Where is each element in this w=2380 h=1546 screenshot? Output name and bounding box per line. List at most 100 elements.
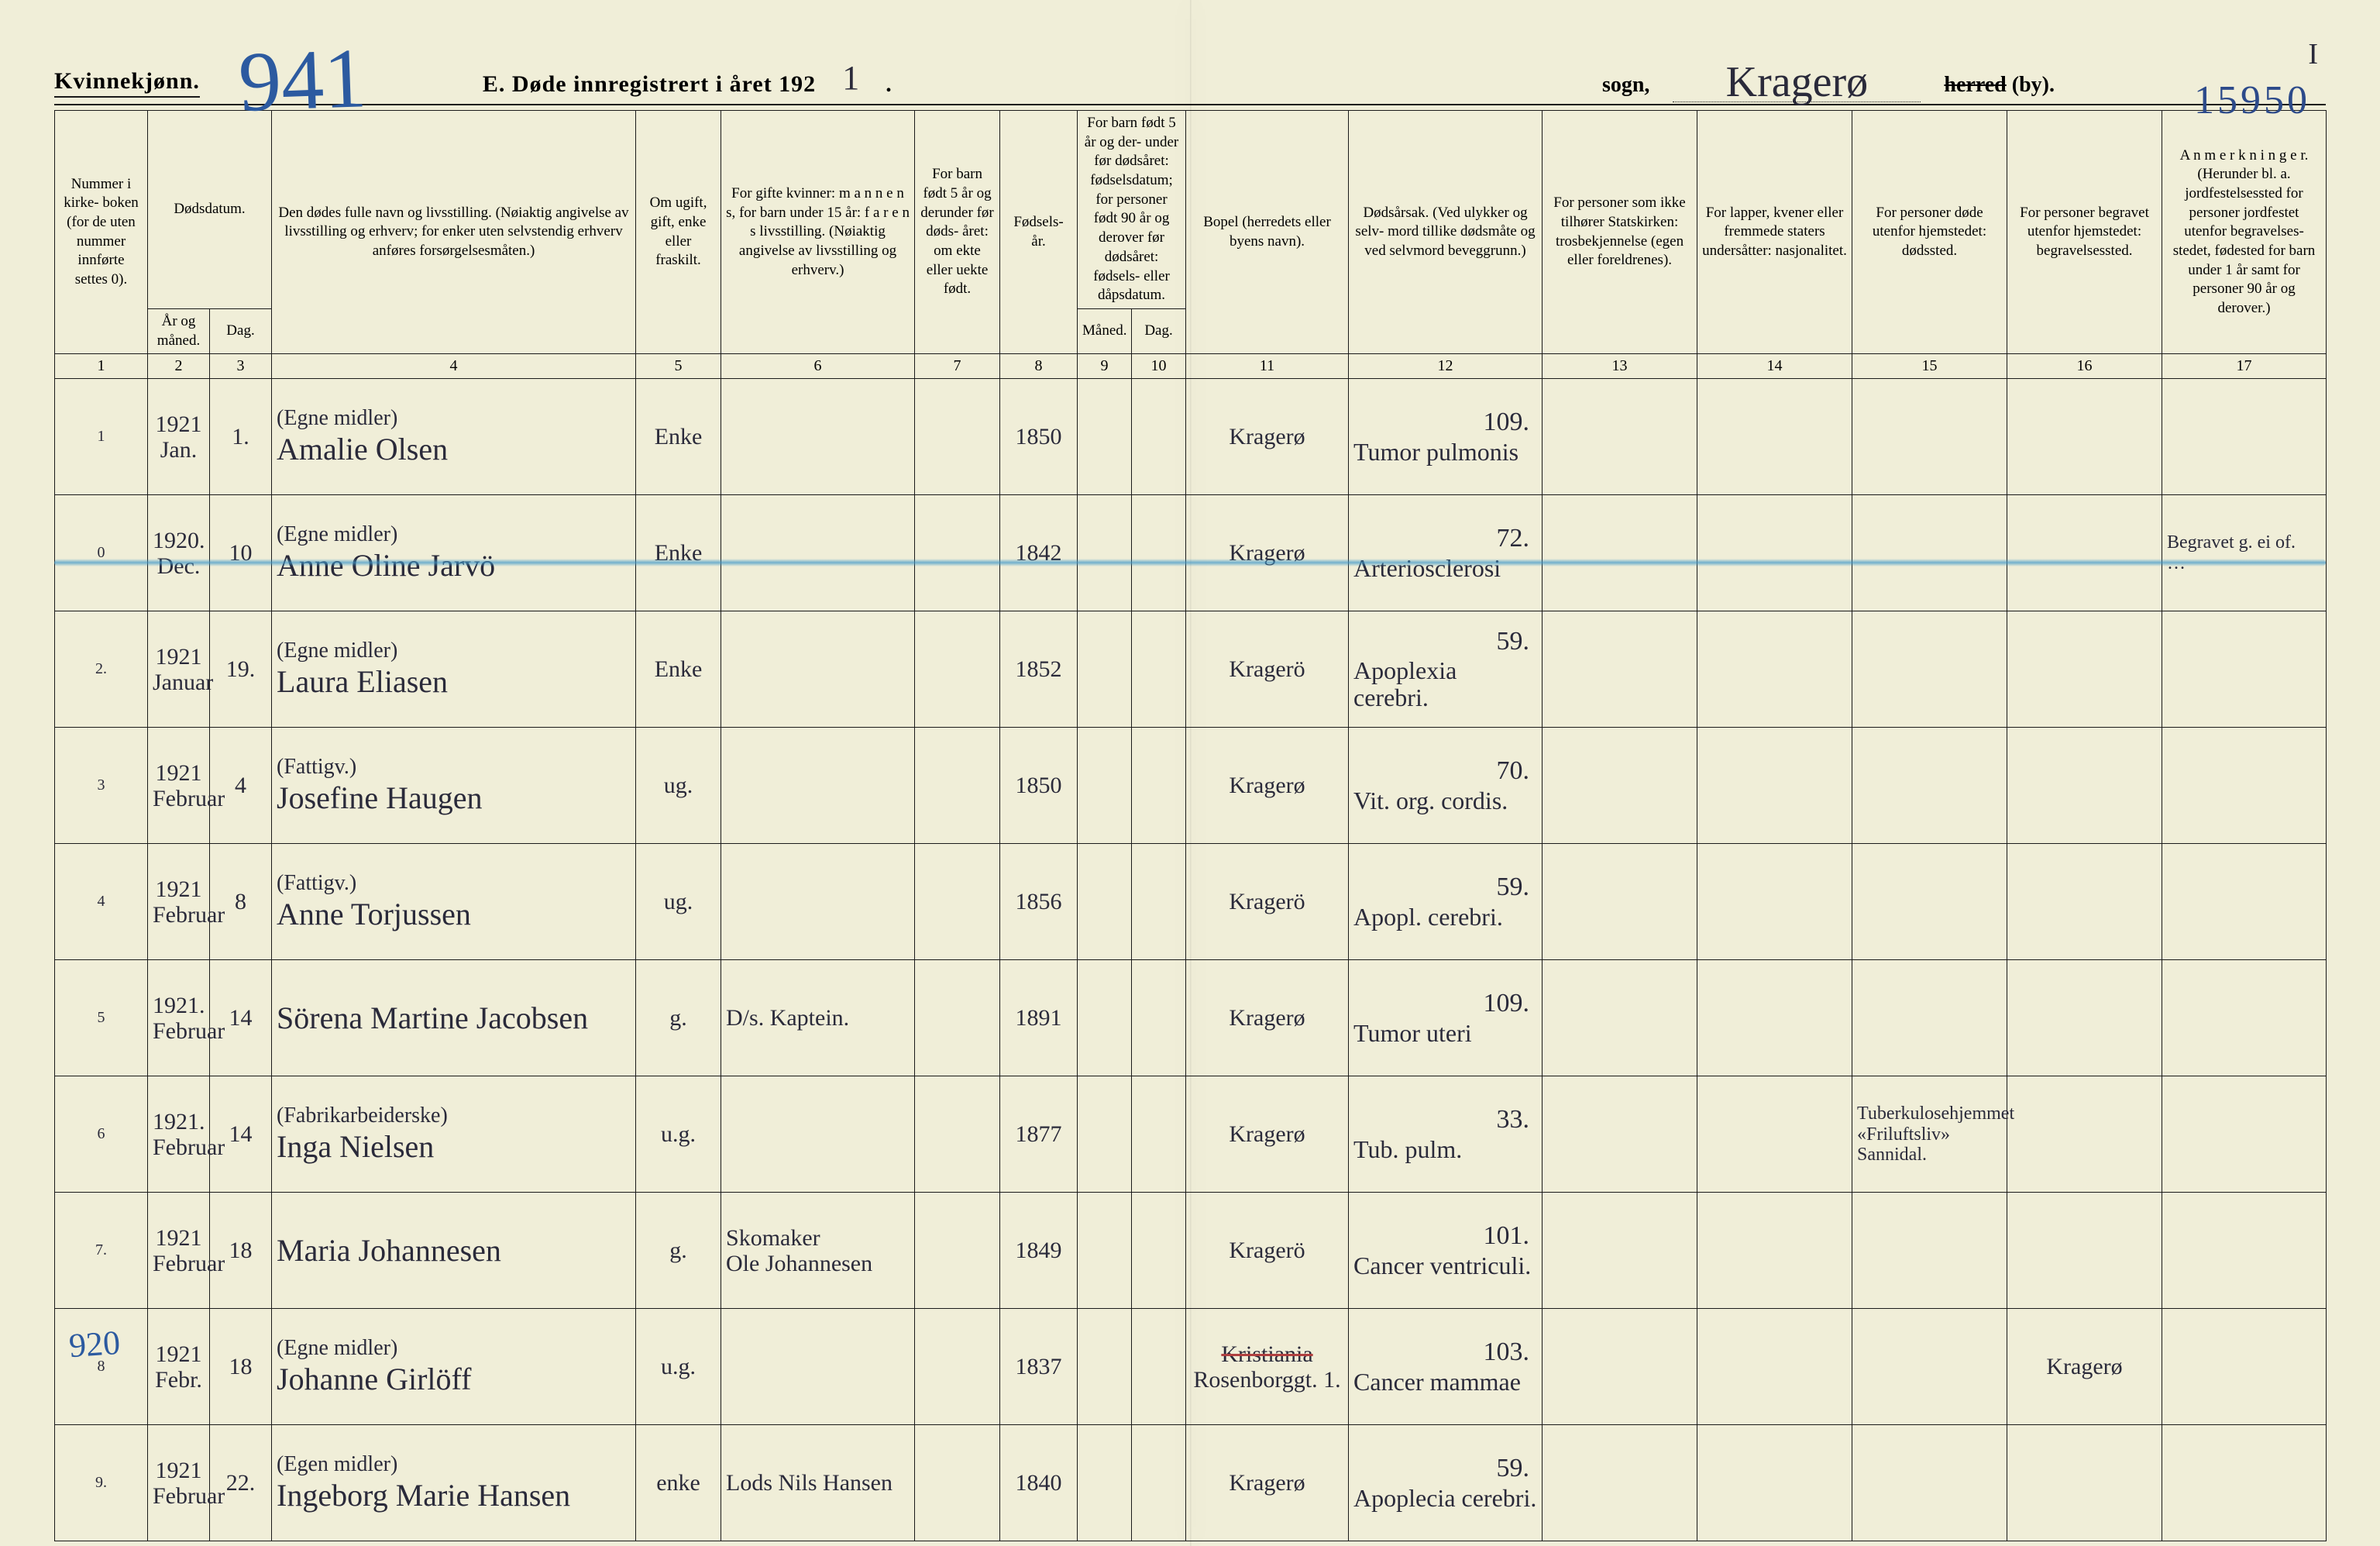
colnum: 14: [1697, 354, 1852, 379]
name-occupation: (Egne midler)Laura Eliasen: [272, 611, 636, 728]
birth-day: [1132, 844, 1186, 960]
remarks: [2162, 960, 2327, 1076]
col-header-2-3-top: Dødsdatum.: [148, 111, 272, 309]
burial-place: Kragerø: [2007, 1309, 2162, 1425]
birth-year: 1849: [1000, 1193, 1078, 1309]
residence: Kragerø: [1186, 495, 1349, 611]
birth-day: [1132, 1309, 1186, 1425]
death-day: 18: [210, 1193, 272, 1309]
nationality: [1697, 611, 1852, 728]
burial-place: [2007, 495, 2162, 611]
death-year-month: 1921 Februar: [148, 1425, 210, 1541]
age-cause: 70.Vit. org. cordis.: [1349, 728, 1543, 844]
marital-status: g.: [636, 1193, 721, 1309]
legitimacy: [915, 1076, 1000, 1193]
age-cause: 101.Cancer ventriculi.: [1349, 1193, 1543, 1309]
colnum: 13: [1543, 354, 1697, 379]
residence: Kragerø: [1186, 728, 1349, 844]
name-occupation: (Fattigv.)Anne Torjussen: [272, 844, 636, 960]
marital-status: u.g.: [636, 1076, 721, 1193]
margin-annotation: 920: [67, 1323, 121, 1365]
age-cause: 33.Tub. pulm.: [1349, 1076, 1543, 1193]
entry-number: 5: [55, 960, 148, 1076]
entry-number: 8920: [55, 1309, 148, 1425]
nationality: [1697, 960, 1852, 1076]
colnum: 16: [2007, 354, 2162, 379]
birth-month: [1078, 960, 1132, 1076]
table-row: 89201921 Febr.18(Egne midler)Johanne Gir…: [55, 1309, 2327, 1425]
death-year-month: 1921 Februar: [148, 728, 210, 844]
spouse-occupation: Skomaker Ole Johannesen: [721, 1193, 915, 1309]
confession: [1543, 495, 1697, 611]
death-year-month: 1920. Dec.: [148, 495, 210, 611]
table-row: 31921 Februar4(Fattigv.)Josefine Haugenu…: [55, 728, 2327, 844]
residence: Kragerö: [1186, 611, 1349, 728]
remarks: [2162, 844, 2327, 960]
residence: Kragerø: [1186, 1425, 1349, 1541]
legitimacy: [915, 1425, 1000, 1541]
birth-year: 1837: [1000, 1309, 1078, 1425]
col-header-11: Bopel (herredets eller byens navn).: [1186, 111, 1349, 354]
birth-day: [1132, 611, 1186, 728]
folio-mark: I: [2308, 39, 2318, 71]
death-day: 1.: [210, 379, 272, 495]
colnum: 11: [1186, 354, 1349, 379]
confession: [1543, 960, 1697, 1076]
table-row: 01920. Dec.10(Egne midler)Anne Oline Jar…: [55, 495, 2327, 611]
marital-status: g.: [636, 960, 721, 1076]
table-body: 11921 Jan.1.(Egne midler)Amalie OlsenEnk…: [55, 379, 2327, 1541]
remarks: [2162, 1076, 2327, 1193]
colnum: 9: [1078, 354, 1132, 379]
legitimacy: [915, 611, 1000, 728]
entry-number: 9.: [55, 1425, 148, 1541]
burial-place: [2007, 844, 2162, 960]
birth-year: 1850: [1000, 379, 1078, 495]
spouse-occupation: [721, 1309, 915, 1425]
death-day: 14: [210, 1076, 272, 1193]
birth-year: 1856: [1000, 844, 1078, 960]
name-occupation: Sörena Martine Jacobsen: [272, 960, 636, 1076]
name-occupation: (Fabrikarbeiderske)Inga Nielsen: [272, 1076, 636, 1193]
col-header-13: For personer som ikke tilhører Statskirk…: [1543, 111, 1697, 354]
spouse-occupation: [721, 611, 915, 728]
confession: [1543, 611, 1697, 728]
remarks: Begravet g. ei of. …: [2162, 495, 2327, 611]
spouse-occupation: [721, 1076, 915, 1193]
spouse-occupation: [721, 495, 915, 611]
birth-day: [1132, 728, 1186, 844]
legitimacy: [915, 379, 1000, 495]
residence: Kragerø: [1186, 960, 1349, 1076]
colnum: 15: [1852, 354, 2007, 379]
death-day: 8: [210, 844, 272, 960]
residence: Kragerö: [1186, 844, 1349, 960]
col-header-6: For gifte kvinner: m a n n e n s, for ba…: [721, 111, 915, 354]
burial-place: [2007, 611, 2162, 728]
death-place: [1852, 728, 2007, 844]
table-row: 7.1921 Februar18Maria Johanneseng.Skomak…: [55, 1193, 2327, 1309]
age-cause: 59.Apoplexia cerebri.: [1349, 611, 1543, 728]
colnum: 8: [1000, 354, 1078, 379]
remarks: [2162, 1193, 2327, 1309]
burial-place: [2007, 1076, 2162, 1193]
table-row: 11921 Jan.1.(Egne midler)Amalie OlsenEnk…: [55, 379, 2327, 495]
birth-day: [1132, 960, 1186, 1076]
confession: [1543, 1076, 1697, 1193]
birth-day: [1132, 379, 1186, 495]
nationality: [1697, 1425, 1852, 1541]
page-big-number: 941: [238, 52, 367, 108]
archive-number: 15950: [2194, 77, 2310, 123]
name-occupation: (Fattigv.)Josefine Haugen: [272, 728, 636, 844]
col-header-1: Nummer i kirke- boken (for de uten numme…: [55, 111, 148, 354]
burial-place: [2007, 1193, 2162, 1309]
col-header-14: For lapper, kvener eller fremmede stater…: [1697, 111, 1852, 354]
table-row: 51921. Februar14Sörena Martine Jacobseng…: [55, 960, 2327, 1076]
title-suffix: .: [886, 71, 892, 98]
marital-status: Enke: [636, 611, 721, 728]
death-year-month: 1921 Febr.: [148, 1309, 210, 1425]
name-occupation: Maria Johannesen: [272, 1193, 636, 1309]
death-day: 4: [210, 728, 272, 844]
birth-month: [1078, 495, 1132, 611]
confession: [1543, 1193, 1697, 1309]
herred-rest: (by).: [2007, 73, 2055, 97]
legitimacy: [915, 1309, 1000, 1425]
